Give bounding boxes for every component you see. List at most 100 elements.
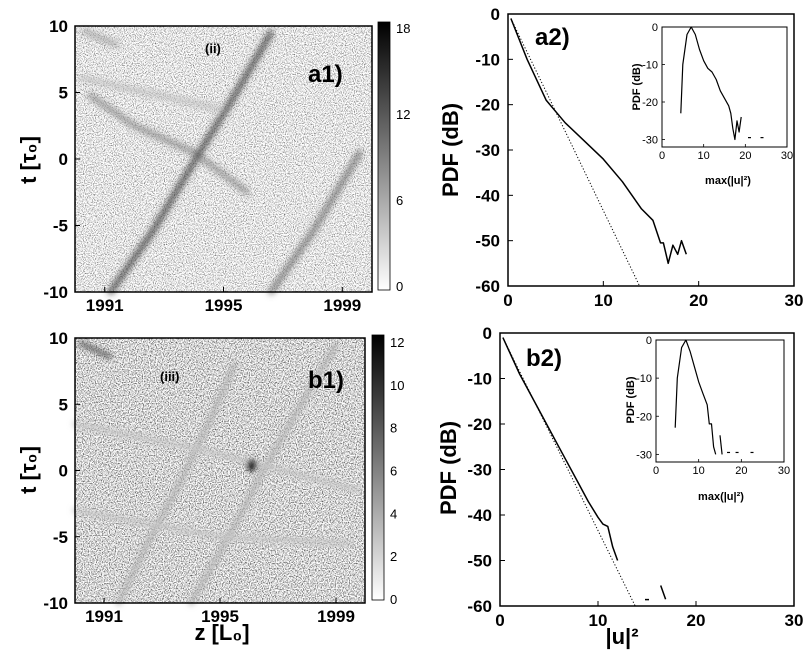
b2-ytick-label-0: 0 <box>483 324 492 343</box>
a2-inset-series-0 <box>680 26 742 141</box>
b2-inset-ytick-label-1: -10 <box>636 373 652 385</box>
b1-ridge-1 <box>116 362 237 606</box>
b1-plot-area <box>72 337 366 606</box>
a2-ylabel: PDF (dB) <box>438 103 463 197</box>
b1-colorbar-tick-2: 8 <box>390 421 397 436</box>
b2-inset-xtick-label-3: 30 <box>778 465 790 477</box>
b2-series-2 <box>659 585 667 600</box>
a1-colorbar-tick-1: 12 <box>396 107 410 122</box>
b2-series <box>502 337 667 607</box>
a2-inset-ytick-label-1: -10 <box>642 60 658 72</box>
a2-inset-xtick-label-2: 20 <box>739 150 751 162</box>
a1-colorbar-tick-2: 6 <box>396 193 403 208</box>
a2-inset-xtick-label-1: 10 <box>698 150 710 162</box>
a2-inset-y-ticks: 0 -10 -20 -30 <box>642 22 665 147</box>
b1-xtick-label-0: 1991 <box>85 607 123 626</box>
b2-inset-series-2-point-2 <box>750 451 754 454</box>
b2-inset-xlabel: max(|u|²) <box>698 491 744 503</box>
a2-inset-xtick-label-3: 30 <box>781 150 793 162</box>
b2-x-ticks: 0 10 20 30 <box>495 601 803 630</box>
b2-ytick-label-4: -40 <box>467 506 492 525</box>
b2-ytick-label-3: -30 <box>467 461 492 480</box>
b2-panel-label: b2) <box>526 345 562 372</box>
b2-inset: 0 10 20 30 0 -10 -20 -30 PDF (dB) max(|u|²) <box>625 335 790 503</box>
b1-ytick-label-2: 0 <box>59 462 68 481</box>
b2-inset-series-0 <box>674 339 717 455</box>
a1-xtick-label-2: 1999 <box>323 296 361 315</box>
a1-plot-area <box>74 25 373 295</box>
a2-ytick-label-3: -30 <box>475 141 500 160</box>
b2-ytick-label-2: -20 <box>467 415 492 434</box>
b2-xtick-label-3: 30 <box>785 611 804 630</box>
b1-colorbar: 12 10 8 6 4 2 0 <box>371 334 404 607</box>
a2-panel-label: a2) <box>535 24 570 51</box>
a1-colorbar-tick-3: 0 <box>396 279 403 294</box>
b1-ridge-4 <box>72 507 353 546</box>
a1-panel-label: a1) <box>308 61 343 88</box>
b2-inset-series-2-point-1 <box>735 451 739 454</box>
b2-inset-xtick-label-1: 10 <box>693 465 705 477</box>
b2-inset-ylabel: PDF (dB) <box>625 376 637 423</box>
b2-ytick-label-5: -50 <box>467 552 492 571</box>
a2-inset-series <box>680 26 764 141</box>
b1-colorbar-ticks: 12 10 8 6 4 2 0 <box>390 335 404 607</box>
b1-xlabel: z [L₀] <box>194 620 249 645</box>
b1-ytick-label-3: -5 <box>53 528 68 547</box>
a2-series-0 <box>510 18 688 265</box>
b2-ylabel: PDF (dB) <box>436 421 461 515</box>
b1-xtick-label-2: 1999 <box>317 607 355 626</box>
a1-colorbar: 18 12 6 0 <box>377 21 410 294</box>
a2-ytick-label-0: 0 <box>491 5 500 24</box>
b2-series-1 <box>502 337 636 607</box>
b2-inset-ytick-label-2: -20 <box>636 411 652 423</box>
a2-inset-ytick-label-2: -20 <box>642 97 658 109</box>
a1-colorbar-gradient <box>377 21 391 291</box>
b2-xtick-label-0: 0 <box>495 611 504 630</box>
b2-inset-frame <box>655 339 785 463</box>
a1-ridge-1 <box>108 30 274 295</box>
a2-series <box>510 18 688 287</box>
a1-ridge-0 <box>87 92 250 195</box>
b1-annotation: (iii) <box>160 369 180 384</box>
a2-inset-ytick-label-0: 0 <box>652 22 658 34</box>
b2-inset-series-1 <box>719 435 723 455</box>
b1-panel-label: b1) <box>308 367 344 394</box>
a1-ylabel: t [τ₀] <box>16 136 41 184</box>
a2-inset-x-ticks: 0 10 20 30 <box>659 144 793 162</box>
b2-ytick-label-6: -60 <box>467 597 492 616</box>
b2-ytick-label-1: -10 <box>467 370 492 389</box>
a1-colorbar-tick-0: 18 <box>396 21 410 36</box>
a1-ridge-2 <box>268 149 363 295</box>
b1-ridge-0 <box>78 340 113 359</box>
b2-xlabel: |u|² <box>605 624 638 649</box>
a1-annotation: (ii) <box>205 41 221 56</box>
b1-ridges <box>72 340 362 606</box>
b1-ytick-label-4: -10 <box>43 594 68 613</box>
a2-ytick-label-4: -40 <box>475 186 500 205</box>
a2-inset-xlabel: max(|u|²) <box>705 175 751 187</box>
a1-ytick-label-0: 10 <box>49 17 68 36</box>
a1-xtick-label-0: 1991 <box>86 296 124 315</box>
b1-colorbar-tick-0: 12 <box>390 335 404 350</box>
b2-inset-y-ticks: 0 -10 -20 -30 <box>636 335 659 461</box>
a2-inset-ylabel: PDF (dB) <box>631 63 643 110</box>
a2-inset-ytick-label-3: -30 <box>642 135 658 147</box>
b2-inset-ytick-label-0: 0 <box>646 335 652 347</box>
a1-colorbar-ticks: 18 12 6 0 <box>396 21 410 294</box>
b1-colorbar-tick-1: 10 <box>390 378 404 393</box>
a2-xtick-label-3: 30 <box>785 291 804 310</box>
b1-ridge-3 <box>72 421 362 493</box>
panel-a2: 0 10 20 30 0 -10 -20 -30 -40 -50 -60 PDF (dB) a2)… <box>438 5 803 310</box>
b2-inset-xtick-label-2: 20 <box>735 465 747 477</box>
b1-x-ticks: 1991 1995 1999 <box>85 598 355 626</box>
a2-inset-series-1-point-0 <box>748 137 751 139</box>
a2-y-ticks: 0 -10 -20 -30 -40 -50 -60 <box>475 5 513 296</box>
a2-ytick-label-2: -20 <box>475 96 500 115</box>
a2-x-ticks: 0 10 20 30 <box>503 281 803 310</box>
a1-grain <box>75 26 372 292</box>
b2-xtick-label-1: 10 <box>589 611 608 630</box>
a1-ytick-label-2: 0 <box>59 150 68 169</box>
b1-ytick-label-0: 10 <box>49 329 68 348</box>
b1-colorbar-tick-6: 0 <box>390 592 397 607</box>
